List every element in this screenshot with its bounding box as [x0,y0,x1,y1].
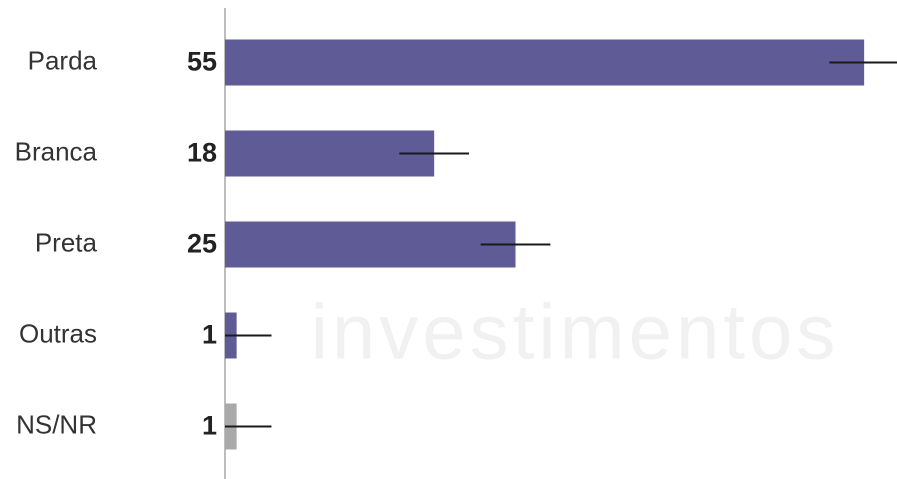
value-label: 25 [187,229,217,259]
bar [225,221,516,268]
value-label: 1 [202,320,217,350]
value-label: 55 [187,47,217,77]
category-label: Preta [35,227,98,257]
value-label: 18 [187,138,217,168]
value-label: 1 [202,411,217,441]
category-label: Outras [19,318,97,348]
watermark: investimentos [311,288,840,376]
bar [225,39,865,86]
category-label: NS/NR [16,409,97,439]
category-label: Parda [28,45,98,75]
category-label: Branca [15,136,98,166]
